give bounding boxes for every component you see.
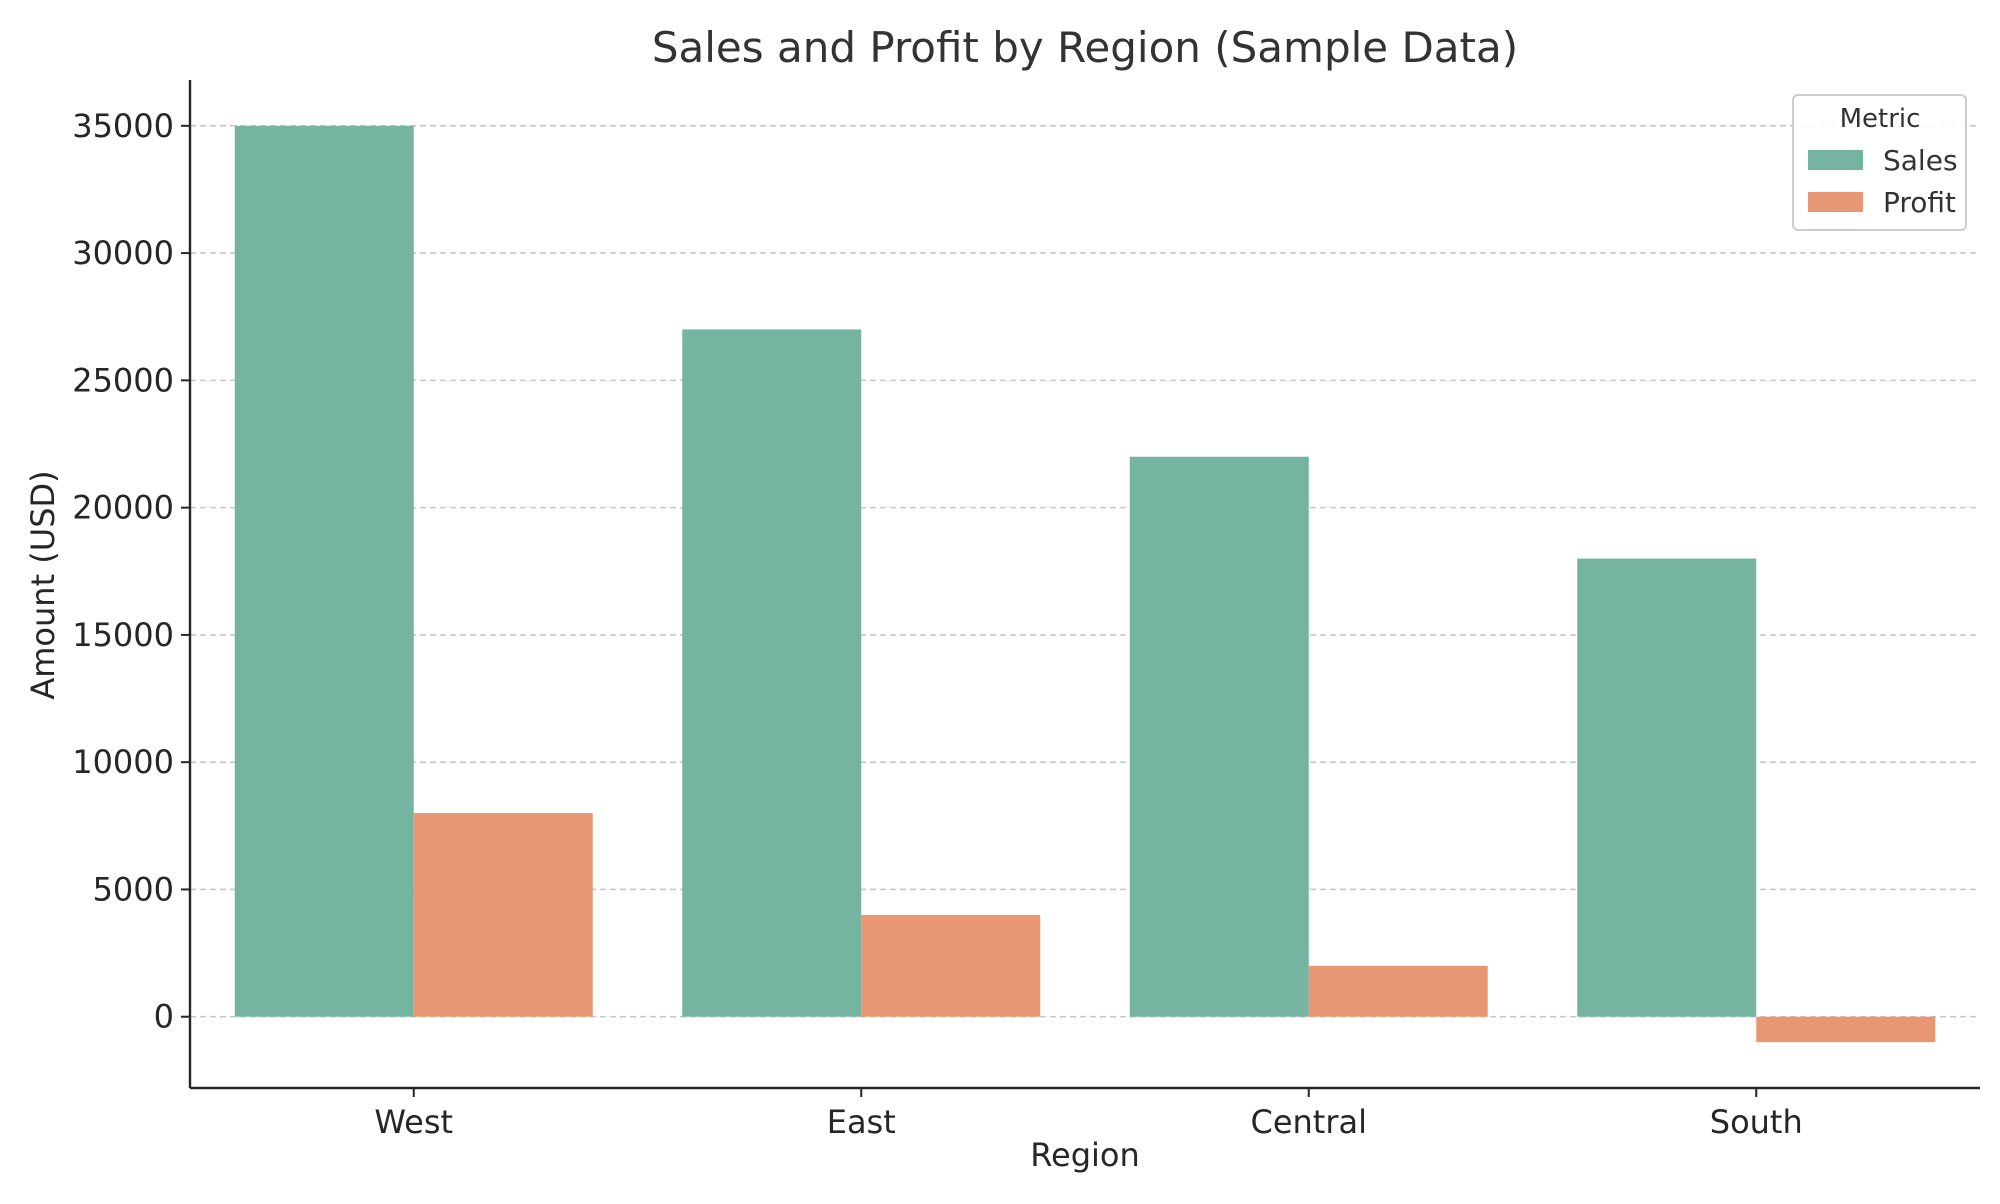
x-axis-label: Region bbox=[1030, 1136, 1140, 1174]
bar-sales-south bbox=[1577, 558, 1757, 1017]
legend: Metric Sales Profit bbox=[1792, 94, 1967, 231]
bar-profit-east bbox=[861, 914, 1041, 1017]
bar-sales-east bbox=[682, 329, 862, 1017]
x-tick-label: East bbox=[827, 1103, 896, 1141]
bar-profit-south bbox=[1756, 1016, 1936, 1043]
legend-label-profit: Profit bbox=[1883, 186, 1956, 219]
y-tick-label: 25000 bbox=[72, 361, 174, 399]
y-tick-label: 35000 bbox=[72, 107, 174, 145]
y-tick-label: 20000 bbox=[72, 489, 174, 527]
x-tick-label: Central bbox=[1250, 1103, 1367, 1141]
chart-title: Sales and Profit by Region (Sample Data) bbox=[652, 23, 1518, 72]
legend-label-sales: Sales bbox=[1883, 144, 1958, 177]
y-axis-label: Amount (USD) bbox=[24, 470, 62, 699]
bar-profit-central bbox=[1308, 965, 1488, 1017]
bar-sales-central bbox=[1129, 456, 1309, 1017]
x-tick-label: West bbox=[374, 1103, 453, 1141]
y-tick-label: 15000 bbox=[72, 616, 174, 654]
y-axis-ticks: 0 5000 10000 15000 20000 25000 30000 35000 bbox=[72, 107, 190, 1036]
y-tick-label: 10000 bbox=[72, 743, 174, 781]
x-axis-ticks: West East Central South bbox=[374, 1088, 1803, 1141]
bar-profit-west bbox=[413, 813, 593, 1017]
legend-items: Sales Profit bbox=[1808, 144, 1958, 219]
y-tick-label: 0 bbox=[154, 998, 174, 1036]
y-tick-label: 5000 bbox=[93, 870, 174, 908]
x-tick-label: South bbox=[1710, 1103, 1803, 1141]
legend-title: Metric bbox=[1840, 104, 1921, 134]
axes bbox=[188, 80, 1980, 1090]
bar-sales-west bbox=[234, 125, 414, 1017]
y-tick-label: 30000 bbox=[72, 234, 174, 272]
bars bbox=[234, 125, 1936, 1043]
legend-swatch-sales bbox=[1808, 150, 1863, 170]
legend-swatch-profit bbox=[1808, 192, 1863, 212]
